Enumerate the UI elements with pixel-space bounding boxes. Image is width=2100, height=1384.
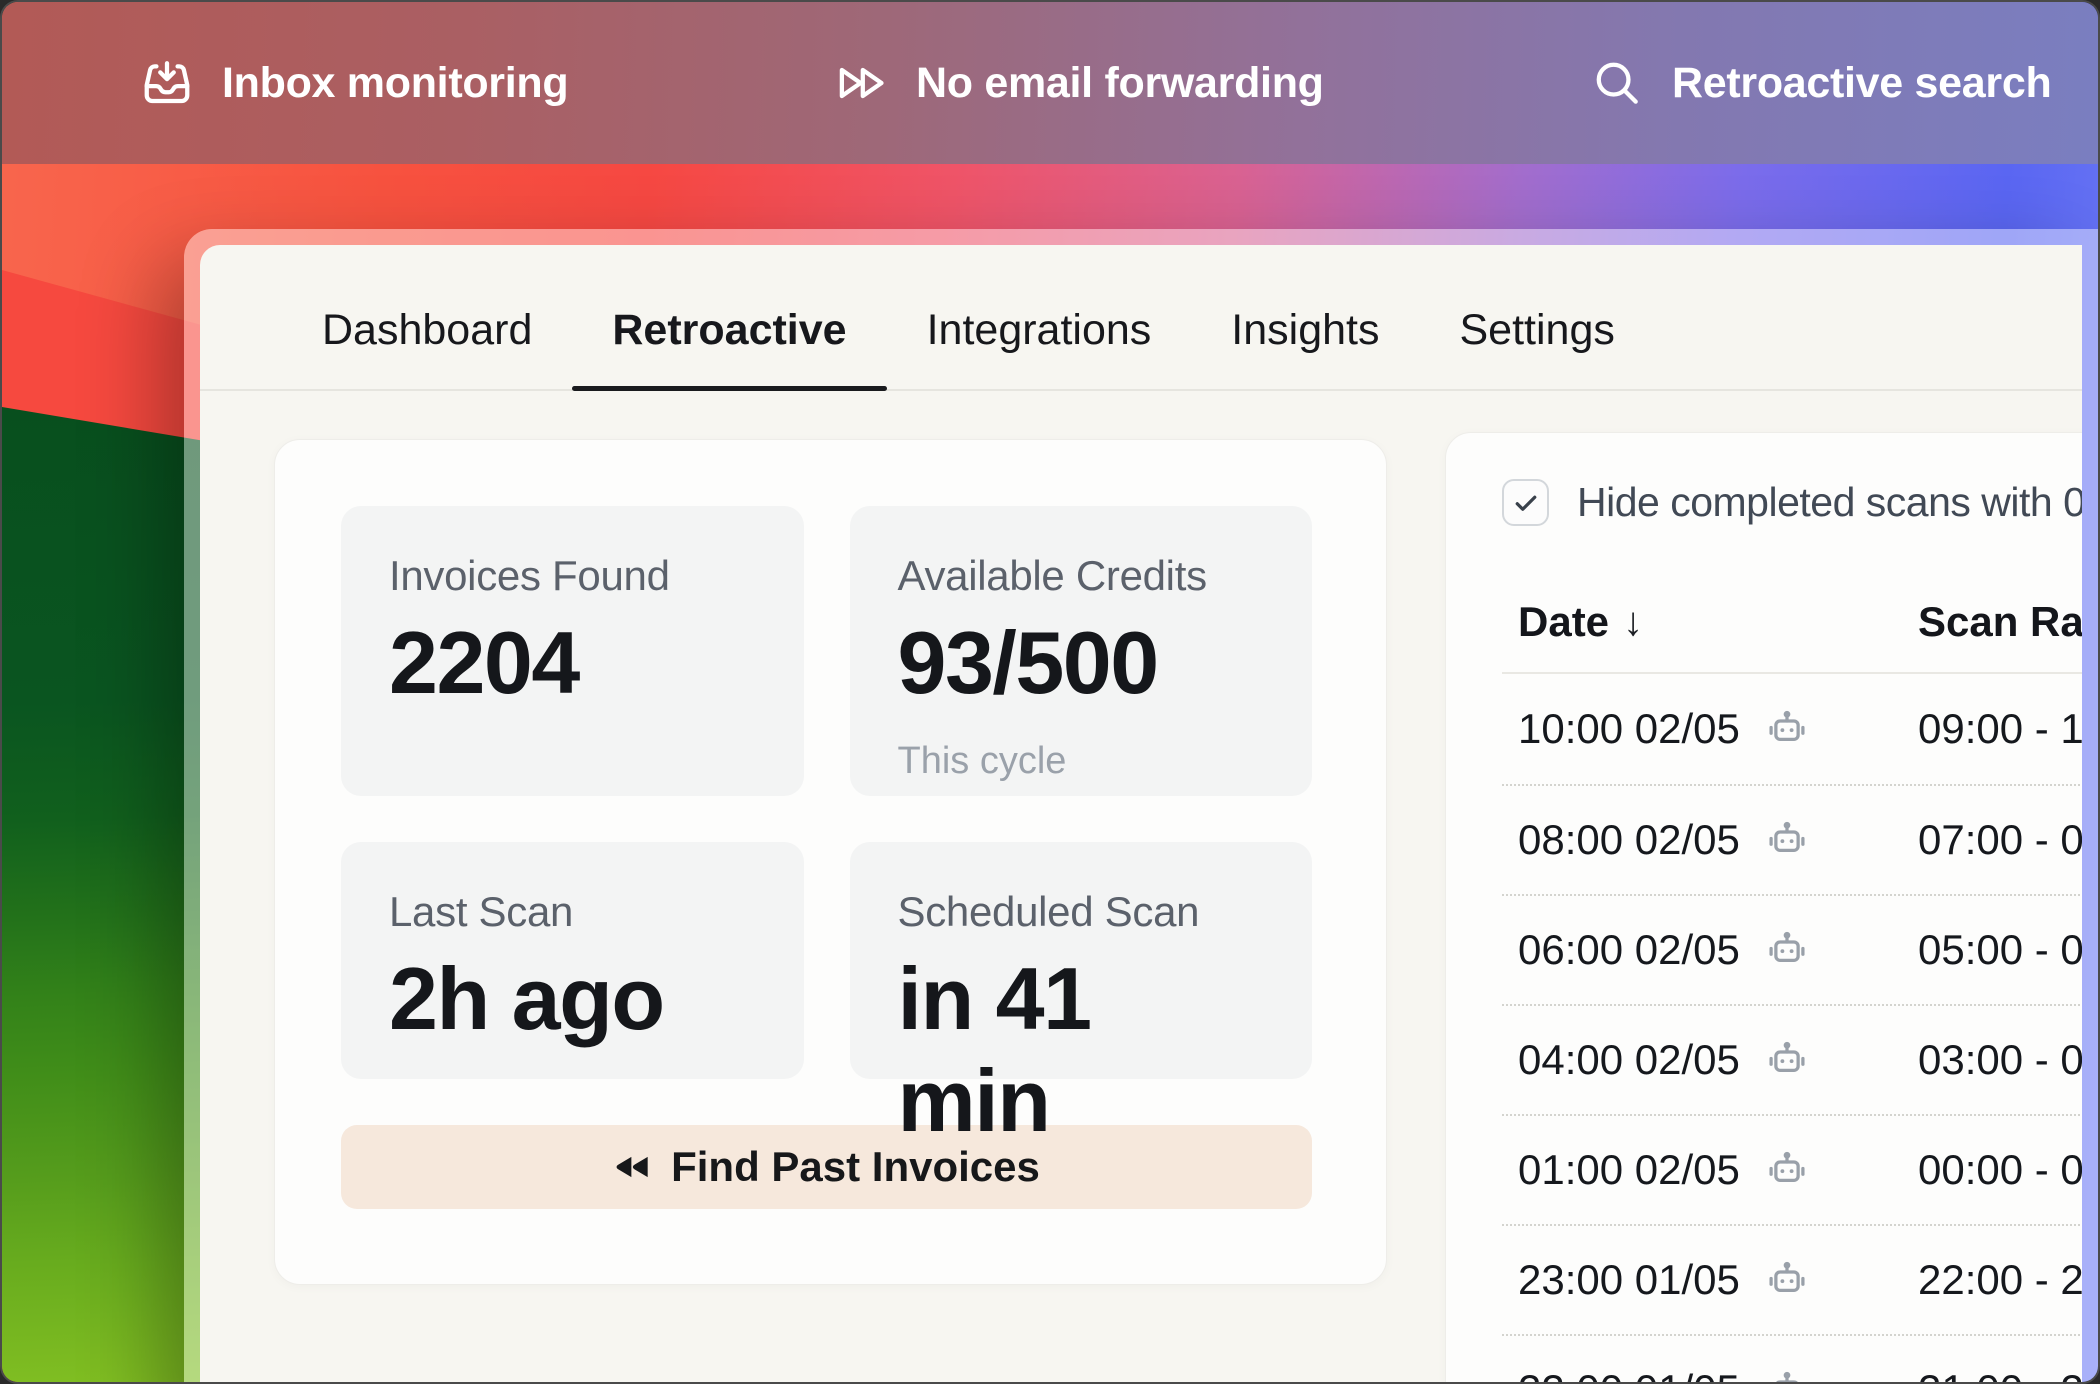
scan-date: 22:00 01/05 — [1518, 1366, 1740, 1382]
scan-date-cell: 23:00 01/05 — [1518, 1256, 1918, 1304]
sort-descending-icon: ↓ — [1623, 599, 1644, 644]
stat-note: This cycle — [897, 740, 1067, 782]
scan-date: 23:00 01/05 — [1518, 1256, 1740, 1303]
table-row[interactable]: 01:00 02/05 00:00 - 01 — [1502, 1114, 2082, 1224]
inbox-arrow-down-icon — [144, 61, 190, 104]
stat-value: 2h ago — [389, 949, 665, 1048]
scan-date: 10:00 02/05 — [1518, 705, 1740, 752]
table-row[interactable]: 04:00 02/05 03:00 - 04 — [1502, 1004, 2082, 1114]
app-window-content: Dashboard Retroactive Integrations Insig… — [200, 245, 2082, 1382]
robot-icon — [1775, 1371, 1798, 1382]
robot-icon — [1769, 710, 1805, 741]
robot-icon — [1769, 931, 1805, 962]
stat-label: Scheduled Scan — [897, 888, 1200, 935]
tab-insights[interactable]: Insights — [1191, 306, 1419, 389]
stat-value: in 41 min — [897, 949, 1093, 1150]
stat-label: Last Scan — [389, 888, 574, 935]
rewind-icon — [616, 1156, 648, 1178]
stat-value: 2204 — [389, 613, 580, 712]
scan-date: 04:00 02/05 — [1518, 1036, 1740, 1083]
scan-range: 07:00 - 08 — [1918, 816, 2082, 863]
column-label: Date — [1518, 598, 1610, 645]
stats-tile-grid: Invoices Found 2204 Available Credits 93… — [341, 506, 1312, 1150]
banner-item-label: Retroactive search — [1672, 58, 2052, 107]
scan-date: 06:00 02/05 — [1518, 926, 1740, 973]
stat-tile-invoices-found: Invoices Found 2204 — [341, 506, 804, 796]
hide-completed-filter[interactable]: Hide completed scans with 0 f — [1502, 479, 2082, 526]
hide-completed-checkbox[interactable] — [1502, 479, 1549, 526]
scan-date-cell: 08:00 02/05 — [1518, 816, 1918, 864]
find-past-invoices-button[interactable]: Find Past Invoices — [341, 1125, 1312, 1209]
scan-date-cell: 06:00 02/05 — [1518, 926, 1918, 974]
stats-card: Invoices Found 2204 Available Credits 93… — [274, 439, 1387, 1285]
stat-label: Available Credits — [897, 552, 1208, 599]
scans-card: Hide completed scans with 0 f Date ↓ Sca… — [1445, 432, 2082, 1382]
banner-item-retroactive-search: Retroactive search — [1590, 2, 2052, 164]
column-header-date[interactable]: Date ↓ — [1518, 598, 1918, 646]
scan-date-cell: 10:00 02/05 — [1518, 705, 1918, 753]
robot-icon — [1769, 821, 1805, 852]
scans-table: Date ↓ Scan Range 10:00 02/05 — [1502, 572, 2082, 1382]
scan-range: 05:00 - 06 — [1918, 926, 2082, 973]
banner-item-no-email-forwarding: No email forwarding — [834, 2, 1324, 164]
stat-tile-scheduled-scan: Scheduled Scan in 41 min — [849, 842, 1312, 1150]
tab-bar: Dashboard Retroactive Integrations Insig… — [200, 245, 2082, 391]
banner-item-inbox-monitoring: Inbox monitoring — [140, 2, 569, 164]
app-window: Dashboard Retroactive Integrations Insig… — [184, 229, 2098, 1382]
search-icon — [1596, 62, 1638, 104]
column-header-scan-range[interactable]: Scan Range — [1918, 598, 2082, 646]
tab-retroactive[interactable]: Retroactive — [572, 306, 887, 391]
scan-range: 22:00 - 23 — [1918, 1256, 2082, 1303]
table-row[interactable]: 22:00 01/05 21:00 - 22 — [1502, 1334, 2082, 1382]
robot-icon — [1769, 1041, 1805, 1072]
scan-range: 21:00 - 22 — [1918, 1366, 2082, 1382]
feature-banner: Inbox monitoring No email forwarding Ret… — [2, 2, 2098, 164]
stat-tile-available-credits: Available Credits 93/500 This cycle — [849, 506, 1312, 796]
scan-range: 09:00 - 10 — [1918, 705, 2082, 752]
scan-range: 03:00 - 04 — [1918, 1036, 2082, 1083]
scan-date-cell: 22:00 01/05 — [1518, 1366, 1918, 1382]
table-row[interactable]: 06:00 02/05 05:00 - 06 — [1502, 894, 2082, 1004]
scan-date-cell: 04:00 02/05 — [1518, 1036, 1918, 1084]
tab-integrations[interactable]: Integrations — [887, 306, 1192, 389]
scan-date-cell: 01:00 02/05 — [1518, 1146, 1918, 1194]
scan-range: 00:00 - 01 — [1918, 1146, 2082, 1193]
stat-tile-last-scan: Last Scan 2h ago — [341, 842, 804, 1079]
check-icon — [1515, 495, 1536, 511]
robot-icon — [1769, 1151, 1805, 1182]
table-row[interactable]: 10:00 02/05 09:00 - 10 — [1502, 674, 2082, 784]
stat-label: Invoices Found — [389, 552, 670, 599]
scan-date: 08:00 02/05 — [1518, 816, 1740, 863]
banner-item-label: No email forwarding — [916, 58, 1324, 107]
scan-date: 01:00 02/05 — [1518, 1146, 1740, 1193]
tab-settings[interactable]: Settings — [1420, 306, 1655, 389]
robot-icon — [1769, 1261, 1805, 1292]
tab-dashboard[interactable]: Dashboard — [282, 306, 572, 389]
banner-item-label: Inbox monitoring — [222, 58, 569, 107]
find-past-invoices-label: Find Past Invoices — [671, 1143, 1040, 1190]
table-row[interactable]: 08:00 02/05 07:00 - 08 — [1502, 784, 2082, 894]
hide-completed-label: Hide completed scans with 0 f — [1577, 479, 2082, 525]
stat-value: 93/500 — [897, 613, 1160, 712]
table-header: Date ↓ Scan Range — [1502, 572, 2082, 674]
table-row[interactable]: 23:00 01/05 22:00 - 23 — [1502, 1224, 2082, 1334]
fast-forward-icon — [839, 67, 884, 99]
column-label: Scan Range — [1918, 598, 2082, 645]
